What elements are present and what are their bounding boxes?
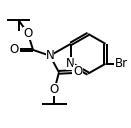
Text: O: O xyxy=(50,83,59,96)
Text: N: N xyxy=(66,57,75,70)
Text: Br: Br xyxy=(115,57,128,70)
Text: O: O xyxy=(23,27,32,40)
Text: O: O xyxy=(10,43,19,56)
Text: N: N xyxy=(46,49,54,62)
Text: O: O xyxy=(73,65,83,78)
